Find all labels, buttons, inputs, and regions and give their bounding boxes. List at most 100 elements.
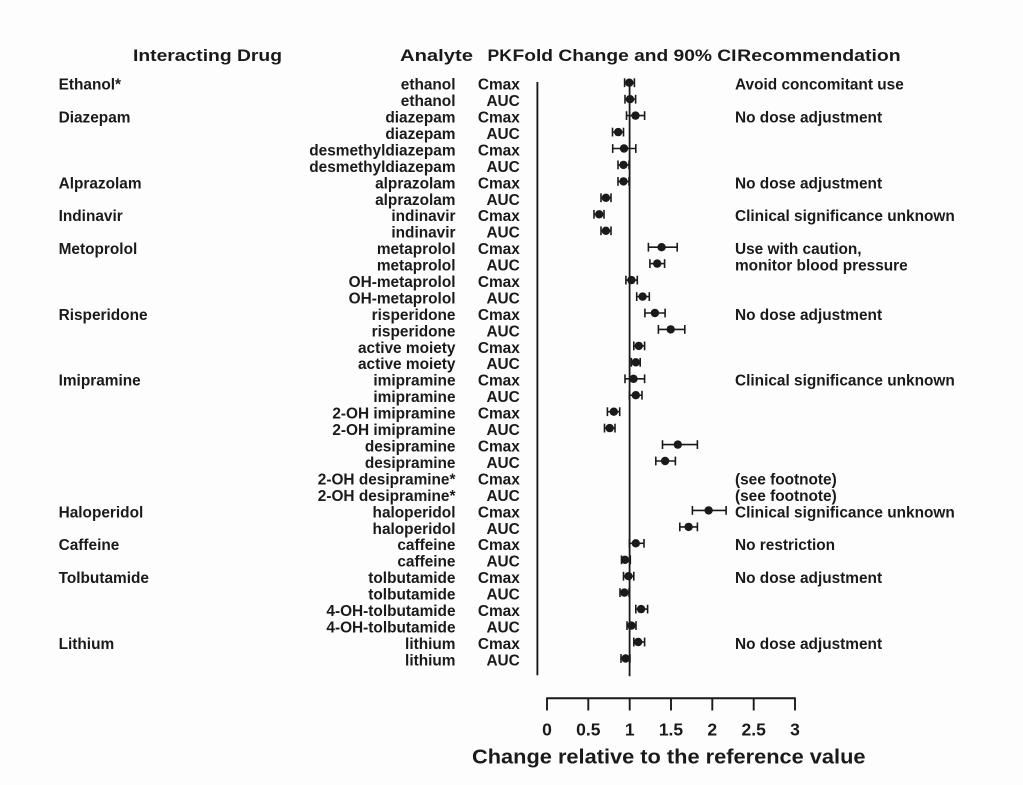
svg-text:Cmax: Cmax bbox=[478, 77, 520, 94]
svg-text:desipramine: desipramine bbox=[365, 455, 456, 472]
svg-text:Change relative to the referen: Change relative to the reference value bbox=[472, 746, 866, 769]
svg-text:caffeine: caffeine bbox=[397, 554, 456, 571]
svg-text:0.5: 0.5 bbox=[576, 720, 601, 740]
svg-text:Cmax: Cmax bbox=[478, 537, 520, 554]
svg-text:desmethyldiazepam: desmethyldiazepam bbox=[309, 142, 455, 159]
svg-text:AUC: AUC bbox=[486, 258, 519, 275]
svg-text:active moiety: active moiety bbox=[358, 356, 456, 373]
svg-text:Cmax: Cmax bbox=[478, 603, 520, 620]
svg-text:Clinical significance unknown: Clinical significance unknown bbox=[735, 208, 955, 225]
svg-text:Haloperidol: Haloperidol bbox=[59, 504, 144, 521]
svg-text:lithium: lithium bbox=[405, 636, 455, 653]
svg-text:alprazolam: alprazolam bbox=[375, 175, 455, 192]
svg-text:AUC: AUC bbox=[486, 93, 519, 110]
svg-text:Cmax: Cmax bbox=[478, 110, 520, 127]
svg-text:4-OH-tolbutamide: 4-OH-tolbutamide bbox=[326, 620, 456, 637]
svg-text:imipramine: imipramine bbox=[373, 389, 456, 406]
svg-text:desipramine: desipramine bbox=[365, 439, 456, 456]
svg-text:No dose adjustment: No dose adjustment bbox=[735, 636, 882, 653]
svg-text:Tolbutamide: Tolbutamide bbox=[59, 570, 150, 587]
svg-text:Cmax: Cmax bbox=[478, 175, 520, 192]
svg-text:Cmax: Cmax bbox=[478, 504, 520, 521]
svg-text:ethanol: ethanol bbox=[401, 77, 456, 94]
svg-text:2-OH desipramine*: 2-OH desipramine* bbox=[318, 471, 456, 488]
svg-text:No dose adjustment: No dose adjustment bbox=[735, 175, 882, 192]
svg-text:AUC: AUC bbox=[486, 389, 519, 406]
svg-text:AUC: AUC bbox=[486, 521, 519, 538]
svg-text:2-OH imipramine: 2-OH imipramine bbox=[332, 422, 456, 439]
svg-text:AUC: AUC bbox=[486, 192, 519, 209]
svg-text:Cmax: Cmax bbox=[478, 636, 520, 653]
svg-text:1.5: 1.5 bbox=[659, 720, 684, 740]
svg-text:ethanol: ethanol bbox=[401, 93, 456, 110]
svg-text:Cmax: Cmax bbox=[478, 439, 520, 456]
svg-text:Metoprolol: Metoprolol bbox=[59, 241, 138, 258]
svg-text:Recommendation: Recommendation bbox=[737, 46, 901, 65]
svg-text:AUC: AUC bbox=[486, 488, 519, 505]
svg-text:metaprolol: metaprolol bbox=[377, 258, 456, 275]
svg-text:AUC: AUC bbox=[486, 225, 519, 242]
svg-text:Cmax: Cmax bbox=[478, 373, 520, 390]
svg-text:Risperidone: Risperidone bbox=[59, 307, 148, 324]
svg-text:2.5: 2.5 bbox=[742, 720, 767, 740]
svg-text:Alprazolam: Alprazolam bbox=[59, 175, 142, 192]
svg-text:Clinical significance unknown: Clinical significance unknown bbox=[735, 373, 955, 390]
svg-text:AUC: AUC bbox=[486, 587, 519, 604]
svg-text:Cmax: Cmax bbox=[478, 241, 520, 258]
svg-text:alprazolam: alprazolam bbox=[375, 192, 455, 209]
svg-text:risperidone: risperidone bbox=[372, 323, 456, 340]
svg-text:imipramine: imipramine bbox=[373, 373, 456, 390]
svg-text:Cmax: Cmax bbox=[478, 570, 520, 587]
svg-text:PK: PK bbox=[488, 46, 513, 65]
svg-text:indinavir: indinavir bbox=[391, 225, 455, 242]
svg-text:Fold Change and 90% CI: Fold Change and 90% CI bbox=[513, 46, 737, 65]
svg-text:Cmax: Cmax bbox=[478, 307, 520, 324]
svg-text:2-OH desipramine*: 2-OH desipramine* bbox=[318, 488, 456, 505]
svg-text:Ethanol*: Ethanol* bbox=[59, 77, 121, 94]
svg-text:tolbutamide: tolbutamide bbox=[368, 570, 456, 587]
svg-text:Cmax: Cmax bbox=[478, 471, 520, 488]
svg-text:Interacting Drug: Interacting Drug bbox=[133, 46, 282, 65]
svg-text:haloperidol: haloperidol bbox=[373, 521, 456, 538]
svg-text:Caffeine: Caffeine bbox=[59, 537, 120, 554]
svg-text:OH-metaprolol: OH-metaprolol bbox=[349, 274, 456, 291]
svg-text:metaprolol: metaprolol bbox=[377, 241, 456, 258]
svg-text:OH-metaprolol: OH-metaprolol bbox=[349, 290, 456, 307]
svg-text:Cmax: Cmax bbox=[478, 340, 520, 357]
svg-text:AUC: AUC bbox=[486, 356, 519, 373]
svg-text:Diazepam: Diazepam bbox=[59, 110, 131, 127]
svg-text:caffeine: caffeine bbox=[397, 537, 456, 554]
svg-text:Cmax: Cmax bbox=[478, 142, 520, 159]
svg-text:risperidone: risperidone bbox=[372, 307, 456, 324]
svg-text:(see footnote): (see footnote) bbox=[735, 488, 837, 505]
svg-text:1: 1 bbox=[625, 720, 635, 740]
svg-text:4-OH-tolbutamide: 4-OH-tolbutamide bbox=[326, 603, 456, 620]
svg-text:diazepam: diazepam bbox=[385, 126, 455, 143]
svg-text:Use with caution,: Use with caution, bbox=[735, 241, 862, 258]
svg-text:lithium: lithium bbox=[405, 652, 455, 669]
svg-text:diazepam: diazepam bbox=[385, 110, 455, 127]
svg-text:2-OH imipramine: 2-OH imipramine bbox=[332, 406, 456, 423]
svg-text:monitor blood pressure: monitor blood pressure bbox=[735, 258, 908, 275]
svg-text:Imipramine: Imipramine bbox=[59, 373, 142, 390]
svg-text:No restriction: No restriction bbox=[735, 537, 835, 554]
svg-text:indinavir: indinavir bbox=[391, 208, 455, 225]
svg-text:AUC: AUC bbox=[486, 126, 519, 143]
svg-text:AUC: AUC bbox=[486, 652, 519, 669]
svg-text:AUC: AUC bbox=[486, 422, 519, 439]
svg-text:AUC: AUC bbox=[486, 159, 519, 176]
svg-text:tolbutamide: tolbutamide bbox=[368, 587, 456, 604]
svg-text:Lithium: Lithium bbox=[59, 636, 115, 653]
svg-text:AUC: AUC bbox=[486, 455, 519, 472]
svg-text:0: 0 bbox=[542, 720, 552, 740]
svg-text:haloperidol: haloperidol bbox=[373, 504, 456, 521]
svg-text:AUC: AUC bbox=[486, 323, 519, 340]
svg-text:AUC: AUC bbox=[486, 554, 519, 571]
svg-text:(see footnote): (see footnote) bbox=[735, 471, 837, 488]
svg-text:Cmax: Cmax bbox=[478, 208, 520, 225]
svg-text:3: 3 bbox=[790, 720, 800, 740]
svg-text:Cmax: Cmax bbox=[478, 406, 520, 423]
svg-text:Cmax: Cmax bbox=[478, 274, 520, 291]
svg-text:Clinical significance unknown: Clinical significance unknown bbox=[735, 504, 955, 521]
svg-text:AUC: AUC bbox=[486, 620, 519, 637]
